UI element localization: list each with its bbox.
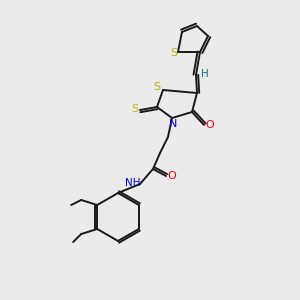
Text: S: S (131, 104, 139, 114)
Text: S: S (170, 48, 178, 58)
Text: N: N (169, 119, 177, 129)
Text: H: H (201, 69, 209, 79)
Text: NH: NH (125, 178, 141, 188)
Text: O: O (206, 120, 214, 130)
Text: O: O (168, 171, 176, 181)
Text: S: S (153, 82, 161, 92)
